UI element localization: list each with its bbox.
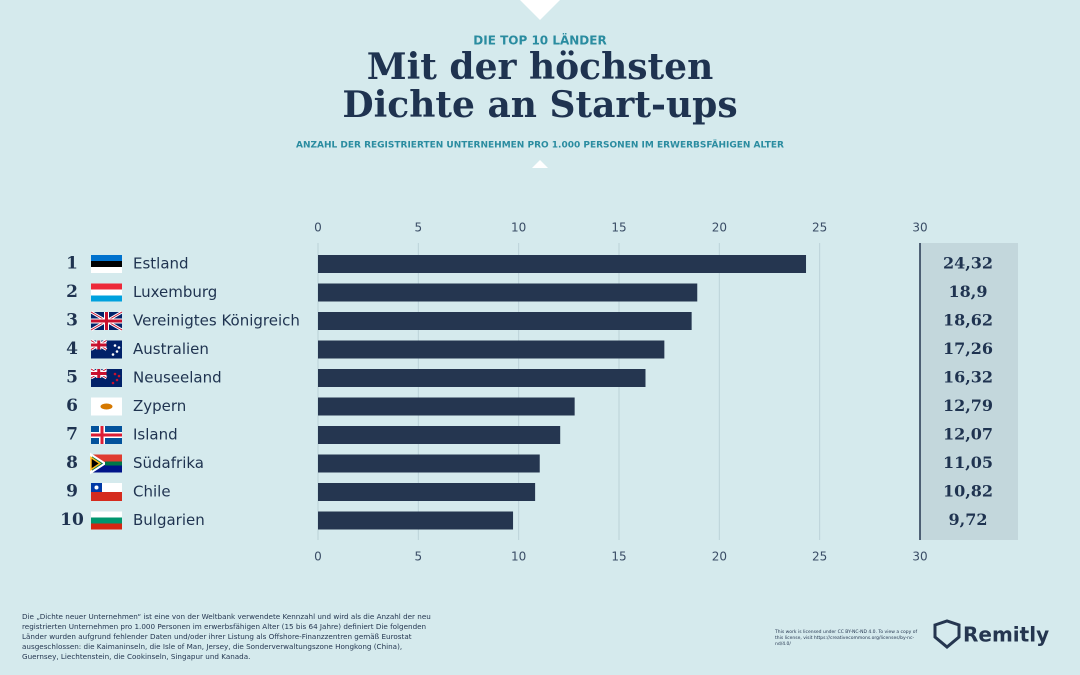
bar [318, 454, 540, 473]
bar [318, 283, 698, 302]
category-label: Neuseeland [133, 369, 222, 387]
bar [318, 483, 536, 501]
brand: Remitly [963, 623, 1049, 647]
value-label: 9,72 [949, 510, 988, 529]
title: Dichte an Start-ups [342, 84, 737, 126]
flag-part [94, 485, 99, 490]
flag-part [91, 295, 122, 302]
flag-part [117, 374, 121, 378]
flag-part [91, 492, 122, 501]
x-tick-label: 25 [812, 550, 827, 564]
x-tick-label: 10 [511, 221, 526, 235]
notch [520, 0, 560, 20]
value-label: 12,07 [943, 425, 993, 444]
value-label: 18,62 [943, 311, 993, 330]
flag-part [91, 289, 122, 296]
flag-part [115, 378, 119, 382]
bar [318, 397, 575, 416]
flag-part [113, 344, 117, 347]
title: Mit der höchsten [367, 46, 714, 88]
x-tick-label: 25 [812, 221, 827, 235]
category-label: Südafrika [133, 454, 204, 472]
flag-part [100, 403, 113, 410]
flag-part [115, 350, 119, 353]
value-column [920, 243, 1018, 540]
kicker: DIE TOP 10 LÄNDER [473, 33, 606, 48]
subtitle: ANZAHL DER REGISTRIERTEN UNTERNEHMEN PRO… [296, 140, 784, 151]
flag-part [91, 517, 122, 524]
category-label: Island [133, 426, 178, 444]
rank: 5 [66, 368, 78, 388]
flag-part [105, 461, 122, 466]
flag-part [91, 343, 107, 347]
bar [318, 255, 807, 273]
x-tick-label: 30 [912, 221, 927, 235]
value-label: 10,82 [943, 482, 993, 501]
rank: 9 [66, 482, 78, 502]
bar [318, 426, 561, 444]
notch [532, 160, 548, 168]
flag-part [91, 523, 122, 530]
rank: 4 [66, 339, 78, 359]
flag-part [111, 353, 115, 356]
category-label: Chile [133, 483, 171, 501]
x-tick-label: 20 [712, 550, 727, 564]
x-tick-label: 10 [511, 550, 526, 564]
flag-part [91, 511, 122, 518]
value-label: 18,9 [949, 282, 988, 301]
x-tick-label: 20 [712, 221, 727, 235]
flag-part [91, 463, 122, 473]
value-label: 11,05 [943, 453, 993, 472]
value-label: 17,26 [943, 339, 993, 358]
x-tick-label: 15 [611, 221, 626, 235]
rank: 2 [66, 282, 78, 302]
value-label: 24,32 [943, 254, 993, 273]
category-label: Bulgarien [133, 511, 205, 529]
flag-part [91, 483, 122, 492]
x-tick-label: 0 [314, 550, 322, 564]
rank: 8 [66, 453, 78, 473]
brand-logo [933, 619, 961, 649]
x-tick-label: 30 [912, 550, 927, 564]
x-tick-label: 5 [415, 221, 423, 235]
flag-part [91, 319, 122, 323]
flag-part [91, 283, 122, 290]
flag-part [91, 267, 122, 273]
bar [318, 340, 665, 359]
bar [318, 312, 692, 330]
category-label: Estland [133, 255, 189, 273]
category-label: Australien [133, 340, 209, 358]
category-label: Luxemburg [133, 283, 217, 301]
footnote: Die „Dichte neuer Unternehmen“ ist eine … [22, 612, 431, 661]
x-tick-label: 5 [415, 550, 423, 564]
flag-part [91, 372, 107, 375]
bar [318, 511, 514, 530]
flag-part [91, 454, 122, 464]
rank: 7 [66, 425, 78, 445]
flag-part [113, 372, 117, 376]
rank: 6 [66, 396, 78, 416]
flag-part [111, 381, 115, 385]
rank: 10 [60, 510, 84, 530]
rank: 3 [66, 311, 78, 331]
flag-part [91, 261, 122, 267]
category-label: Vereinigtes Königreich [133, 312, 300, 330]
bar [318, 369, 646, 387]
value-label: 16,32 [943, 368, 993, 387]
x-tick-label: 15 [611, 550, 626, 564]
rank: 1 [66, 254, 78, 274]
flag-part [91, 433, 122, 437]
x-tick-label: 0 [314, 221, 322, 235]
flag-part [117, 346, 121, 349]
flag-part [90, 456, 102, 471]
license: This work is licensed under CC BY-NC-ND … [775, 630, 918, 647]
flag-part [91, 255, 122, 261]
value-label: 12,79 [943, 396, 993, 415]
category-label: Zypern [133, 397, 186, 415]
